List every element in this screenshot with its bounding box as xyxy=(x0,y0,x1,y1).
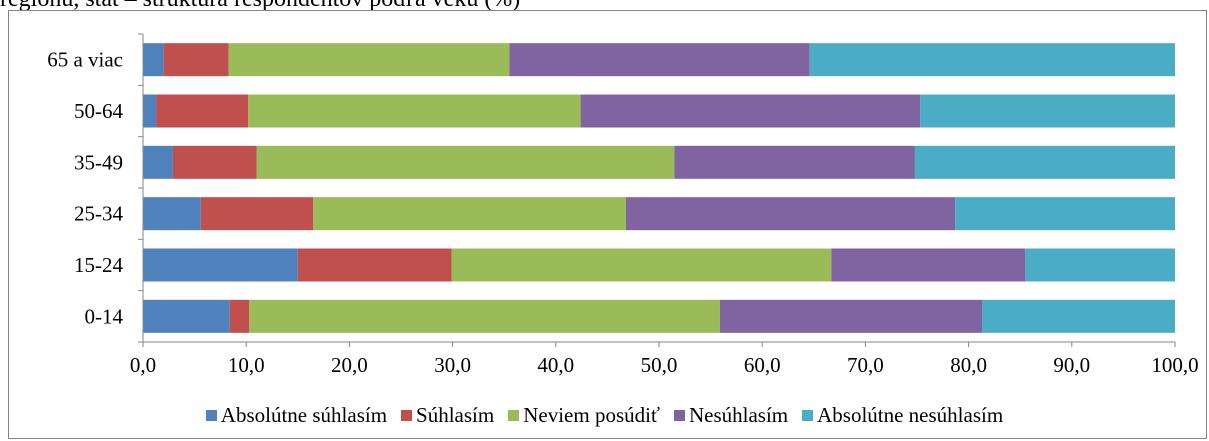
bar-segment-15-24-series-4 xyxy=(1025,248,1175,282)
x-tick-label: 60,0 xyxy=(744,353,781,377)
category-label: 65 a viac xyxy=(47,48,123,72)
bars-layer xyxy=(143,43,1175,333)
x-tick-label: 20,0 xyxy=(331,353,368,377)
category-label: 25-34 xyxy=(74,202,123,226)
bar-segment-50-64-series-0 xyxy=(143,94,157,128)
bar-segment-65-a-viac-series-2 xyxy=(228,43,510,77)
legend-item: Absolútne nesúhlasím xyxy=(802,403,1003,428)
bar-segment-25-34-series-0 xyxy=(143,197,201,231)
category-label: 35-49 xyxy=(74,150,123,174)
legend-swatch xyxy=(205,410,217,421)
legend-label: Absolútne nesúhlasím xyxy=(817,403,1004,427)
category-label: 50-64 xyxy=(74,99,123,123)
labels-layer: 0-14 15-24 25-34 35-49 50-64 65 a viac 0,0 10,0… xyxy=(47,48,1198,377)
legend-label: Nesúhlasím xyxy=(688,403,789,427)
x-tick-label: 10,0 xyxy=(228,353,265,377)
bar-segment-65-a-viac-series-1 xyxy=(163,43,229,77)
bar-segment-50-64-series-1 xyxy=(156,94,249,128)
category-label: 15-24 xyxy=(74,253,123,277)
bar-segment-0-14-series-3 xyxy=(719,299,983,333)
legend-label: Súhlasím xyxy=(416,403,495,427)
legend-swatch xyxy=(401,410,413,421)
bar-segment-0-14-series-2 xyxy=(249,299,720,333)
bar-segment-0-14-series-4 xyxy=(982,299,1175,333)
bar-segment-35-49-series-3 xyxy=(674,145,915,179)
legend-swatch xyxy=(508,410,520,421)
legend-swatch xyxy=(802,410,814,421)
x-tick-label: 90,0 xyxy=(1053,353,1090,377)
bar-segment-50-64-series-4 xyxy=(920,94,1175,128)
chart-caption: regiónu, štát – štruktúra respondentov p… xyxy=(0,0,520,13)
x-tick-label: 80,0 xyxy=(950,353,987,377)
legend-item: Neviem posúdiť xyxy=(508,403,660,428)
x-tick-label: 40,0 xyxy=(537,353,574,377)
bar-segment-15-24-series-1 xyxy=(297,248,452,282)
bar-segment-25-34-series-3 xyxy=(625,197,956,231)
bar-segment-25-34-series-1 xyxy=(200,197,314,231)
bar-segment-15-24-series-2 xyxy=(451,248,832,282)
legend-label: Neviem posúdiť xyxy=(523,403,660,427)
bar-segment-15-24-series-0 xyxy=(143,248,298,282)
x-tick-label: 70,0 xyxy=(847,353,884,377)
bar-segment-35-49-series-1 xyxy=(172,145,257,179)
bar-segment-50-64-series-3 xyxy=(580,94,921,128)
legend-item: Absolútne súhlasím xyxy=(205,403,388,428)
bar-segment-65-a-viac-series-0 xyxy=(143,43,164,77)
bar-segment-35-49-series-4 xyxy=(914,145,1175,179)
bar-segment-65-a-viac-series-3 xyxy=(509,43,810,77)
legend: Absolútne súhlasím Súhlasím Neviem posúdiť… xyxy=(0,403,1209,428)
bar-segment-25-34-series-2 xyxy=(313,197,626,231)
bar-segment-35-49-series-0 xyxy=(143,145,173,179)
chart-frame xyxy=(8,10,1207,439)
x-tick-label: 50,0 xyxy=(641,353,678,377)
legend-label: Absolútne súhlasím xyxy=(220,403,388,427)
axis-layer xyxy=(138,33,1176,347)
legend-item: Súhlasím xyxy=(401,403,494,428)
x-tick-label: 100,0 xyxy=(1151,353,1198,377)
bar-segment-65-a-viac-series-4 xyxy=(809,43,1175,77)
x-tick-label: 0,0 xyxy=(130,353,156,377)
bar-segment-0-14-series-1 xyxy=(229,299,250,333)
bar-segment-15-24-series-3 xyxy=(831,248,1026,282)
bar-segment-25-34-series-4 xyxy=(955,197,1175,231)
category-label: 0-14 xyxy=(85,304,124,328)
legend-item: Nesúhlasím xyxy=(673,403,789,428)
x-tick-label: 30,0 xyxy=(434,353,471,377)
legend-swatch xyxy=(673,410,685,421)
bar-segment-35-49-series-2 xyxy=(256,145,675,179)
bar-segment-0-14-series-0 xyxy=(143,299,230,333)
bar-segment-50-64-series-2 xyxy=(248,94,581,128)
